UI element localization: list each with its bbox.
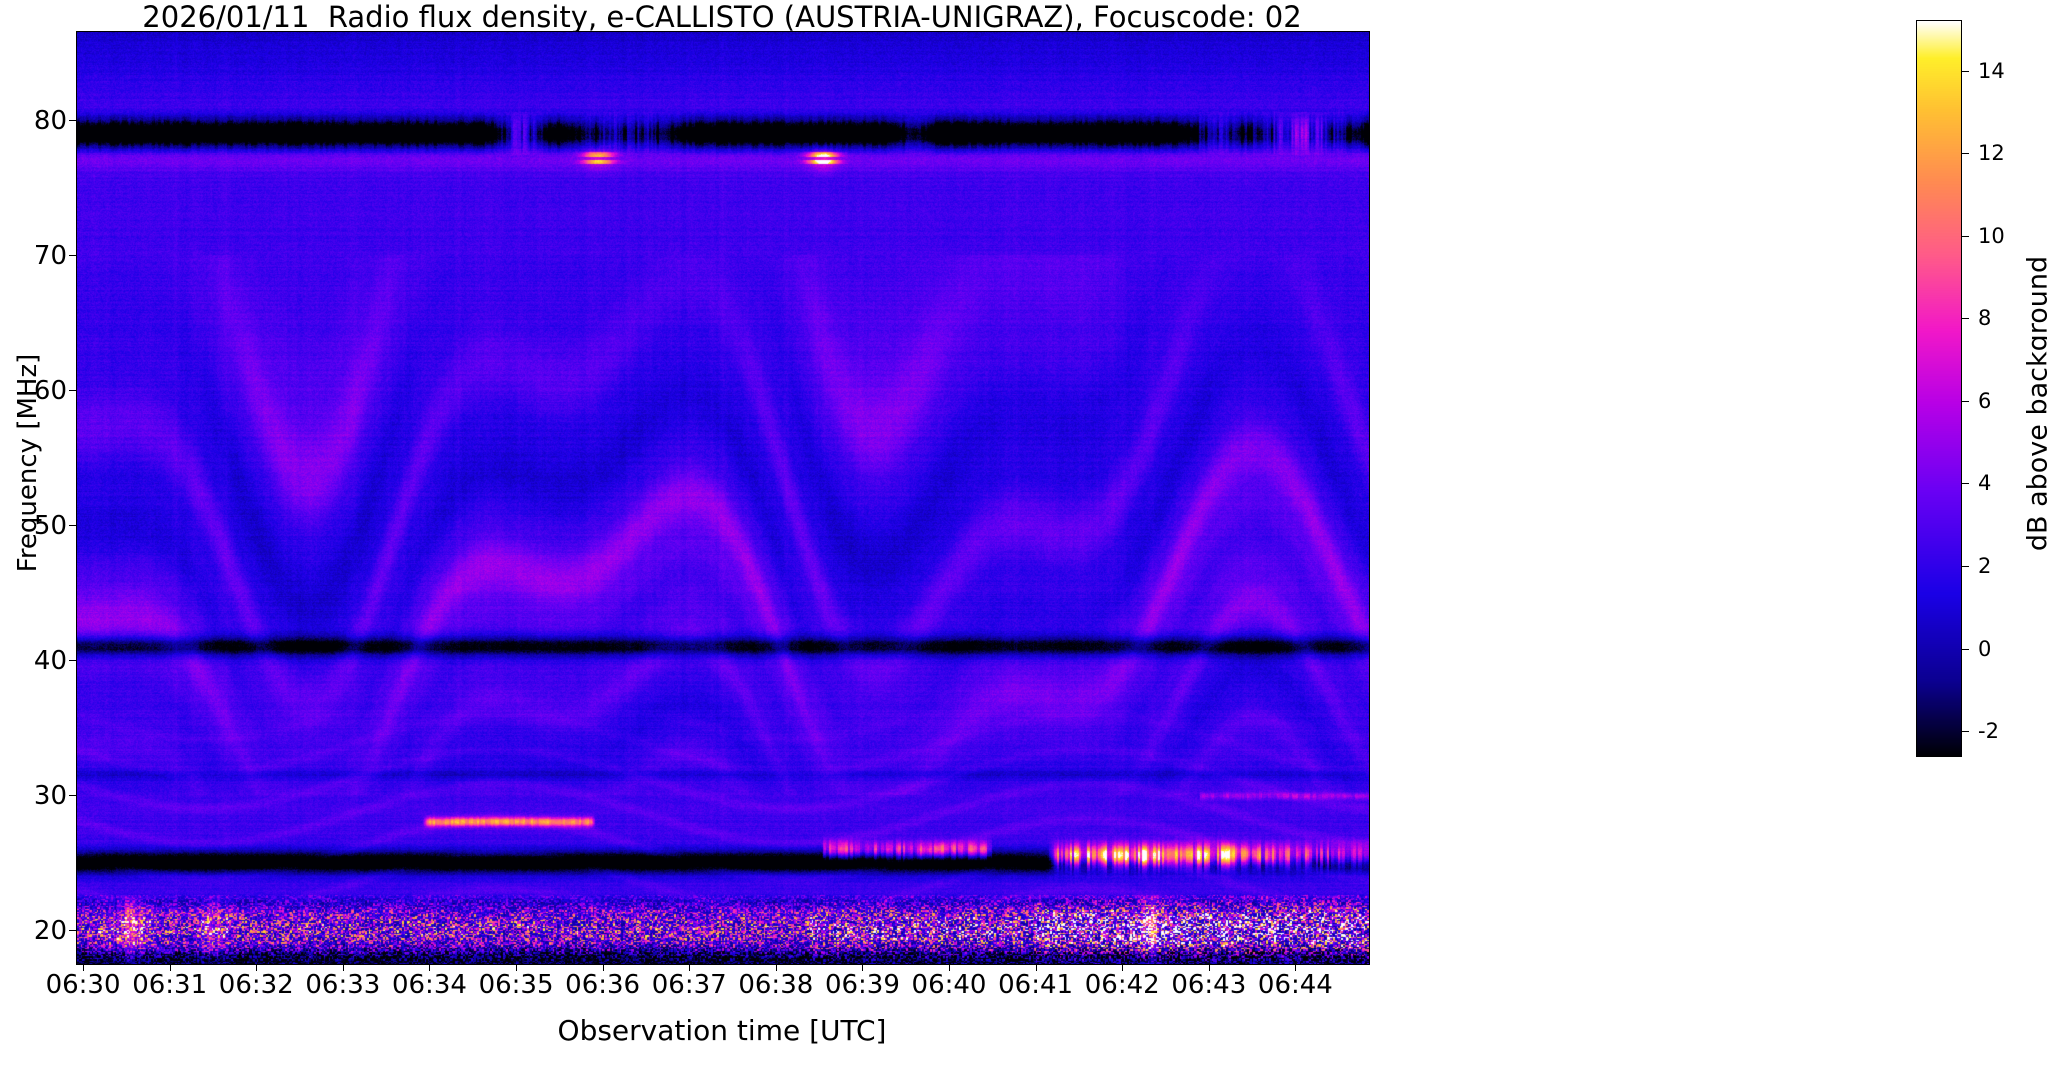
x-tick-label: 06:38 bbox=[738, 970, 814, 1000]
y-tick-mark bbox=[69, 389, 76, 391]
colorbar-tick-mark bbox=[1962, 153, 1969, 155]
colorbar-tick-mark bbox=[1962, 235, 1969, 237]
x-tick-mark bbox=[1295, 964, 1297, 971]
colorbar-tick-label: 10 bbox=[1978, 223, 2005, 248]
x-tick-mark bbox=[1208, 964, 1210, 971]
x-tick-label: 06:35 bbox=[478, 970, 554, 1000]
x-tick-label: 06:42 bbox=[1084, 970, 1160, 1000]
y-tick-mark bbox=[69, 660, 76, 662]
colorbar-tick-mark bbox=[1962, 400, 1969, 402]
y-tick-label: 30 bbox=[33, 781, 67, 812]
colorbar-tick-mark bbox=[1962, 648, 1969, 650]
x-tick-label: 06:33 bbox=[305, 970, 381, 1000]
x-tick-mark bbox=[862, 964, 864, 971]
x-tick-label: 06:37 bbox=[651, 970, 727, 1000]
x-tick-label: 06:44 bbox=[1257, 970, 1333, 1000]
colorbar-tick-label: 12 bbox=[1978, 141, 2005, 166]
x-tick-mark bbox=[342, 964, 344, 971]
y-tick-label: 70 bbox=[33, 240, 67, 271]
x-tick-label: 06:39 bbox=[824, 970, 900, 1000]
x-tick-mark bbox=[602, 964, 604, 971]
y-tick-mark bbox=[69, 525, 76, 526]
y-tick-label: 80 bbox=[33, 105, 67, 136]
x-tick-mark bbox=[83, 964, 85, 971]
x-tick-label: 06:41 bbox=[998, 970, 1074, 1000]
y-tick-label: 50 bbox=[33, 511, 67, 541]
x-tick-mark bbox=[256, 964, 258, 971]
x-tick-mark bbox=[169, 964, 171, 971]
x-tick-mark bbox=[1035, 964, 1037, 971]
y-tick-mark bbox=[69, 254, 76, 256]
x-axis-label: Observation time [UTC] bbox=[557, 1014, 887, 1047]
y-tick-mark bbox=[69, 795, 76, 797]
y-tick-label: 60 bbox=[33, 375, 67, 406]
spectrogram-image bbox=[77, 32, 1369, 964]
colorbar-tick-mark bbox=[1962, 731, 1969, 733]
x-tick-mark bbox=[429, 964, 431, 971]
colorbar-tick-mark bbox=[1962, 483, 1969, 485]
x-tick-label: 06:43 bbox=[1171, 970, 1247, 1000]
spectrogram-axes bbox=[76, 31, 1370, 965]
x-tick-label: 06:36 bbox=[565, 970, 641, 1000]
colorbar-label: dB above background bbox=[2022, 255, 2047, 552]
x-tick-label: 06:30 bbox=[45, 970, 121, 1000]
x-tick-mark bbox=[1122, 964, 1124, 971]
x-tick-mark bbox=[516, 964, 518, 971]
colorbar-tick-label: 14 bbox=[1978, 58, 2005, 83]
colorbar-tick-label: -2 bbox=[1978, 719, 1999, 744]
colorbar-tick-mark bbox=[1962, 318, 1969, 320]
y-tick-mark bbox=[69, 119, 76, 121]
colorbar bbox=[1916, 20, 1962, 757]
x-tick-mark bbox=[775, 964, 777, 971]
colorbar-tick-label: 6 bbox=[1978, 388, 1992, 413]
y-tick-mark bbox=[69, 930, 76, 932]
y-tick-label: 20 bbox=[33, 916, 67, 947]
colorbar-tick-label: 2 bbox=[1978, 554, 1992, 579]
colorbar-tick-label: 8 bbox=[1978, 306, 1992, 331]
colorbar-tick-mark bbox=[1962, 566, 1969, 568]
y-tick-label: 40 bbox=[33, 646, 67, 677]
colorbar-gradient bbox=[1917, 21, 1961, 756]
x-tick-label: 06:40 bbox=[911, 970, 987, 1000]
x-tick-mark bbox=[689, 964, 691, 971]
colorbar-tick-mark bbox=[1962, 70, 1969, 72]
page-title: 2026/01/11 Radio flux density, e-CALLIST… bbox=[142, 0, 1302, 34]
colorbar-tick-label: 0 bbox=[1978, 636, 1992, 661]
x-tick-label: 06:32 bbox=[218, 970, 294, 1000]
colorbar-tick-label: 4 bbox=[1978, 471, 1992, 496]
x-tick-mark bbox=[949, 964, 950, 971]
x-tick-label: 06:34 bbox=[391, 970, 467, 1000]
x-tick-label: 06:31 bbox=[132, 970, 208, 1000]
